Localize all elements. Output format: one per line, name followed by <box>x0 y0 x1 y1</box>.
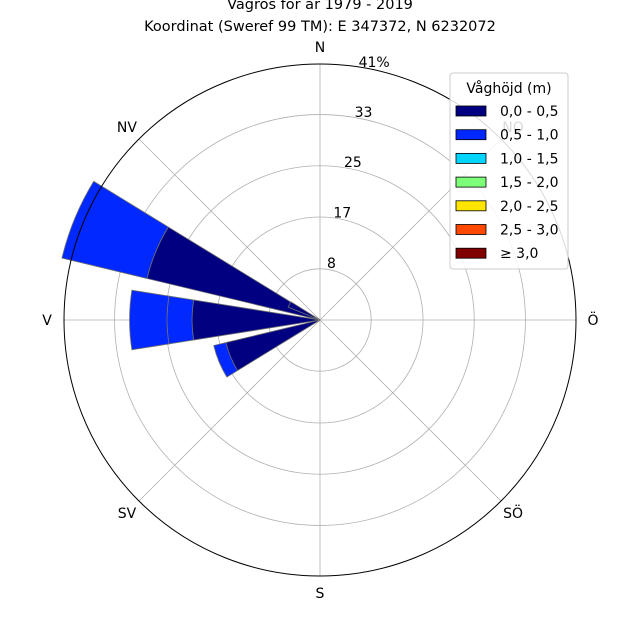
legend-swatch <box>455 176 487 188</box>
legend-swatch <box>455 224 487 235</box>
direction-label: SV <box>118 506 137 522</box>
radial-tick-label: 8 <box>327 256 336 272</box>
legend-label: 0,0 - 0,5 <box>500 104 558 120</box>
radial-tick-label: 41% <box>359 55 390 71</box>
legend-swatch <box>455 152 487 164</box>
chart-title: Vågros för år 1979 - 2019 <box>227 0 413 13</box>
legend-label: 2,5 - 3,0 <box>500 223 558 239</box>
legend-swatch <box>455 200 487 212</box>
legend-label: 1,0 - 1,5 <box>500 151 558 167</box>
radial-tick-label: 33 <box>355 105 373 121</box>
grid-spoke <box>138 138 321 321</box>
rose-bar <box>287 301 321 321</box>
legend-label: 2,0 - 2,5 <box>500 199 558 215</box>
legend-swatch <box>455 129 487 141</box>
chart-subtitle: Koordinat (Sweref 99 TM): E 347372, N 62… <box>144 19 496 35</box>
grid-spoke <box>138 319 321 502</box>
legend-label: 1,5 - 2,0 <box>500 175 558 191</box>
angular-grid <box>64 64 576 576</box>
radial-tick-label: 17 <box>333 205 351 221</box>
legend-title: Våghöjd (m) <box>466 80 551 97</box>
legend-swatch <box>455 105 487 117</box>
rose-bar <box>129 289 170 351</box>
direction-label: S <box>316 586 325 602</box>
direction-label: N <box>315 40 325 56</box>
polar-frame <box>63 63 577 577</box>
radial-tick-label: 25 <box>344 155 362 171</box>
rose-bar <box>166 295 195 345</box>
rose-bar <box>191 299 321 341</box>
rose-sectors <box>61 180 321 378</box>
direction-label: Ö <box>587 311 598 329</box>
legend-swatch <box>455 247 487 259</box>
grid-spoke <box>319 319 502 502</box>
legend: Våghöjd (m) 0,0 - 0,5 0,5 - 1,0 1,0 - 1,5 1,… <box>449 72 569 270</box>
radial-tick-labels: 8 17 25 33 41% <box>327 55 390 272</box>
direction-label: V <box>42 313 52 329</box>
legend-label: 0,5 - 1,0 <box>500 128 558 144</box>
rose-bar <box>61 180 169 279</box>
direction-label: SÖ <box>503 504 523 522</box>
rose-bar <box>213 342 239 378</box>
legend-label: ≥ 3,0 <box>500 246 538 262</box>
legend-box <box>449 72 569 270</box>
direction-label: NV <box>117 120 137 136</box>
